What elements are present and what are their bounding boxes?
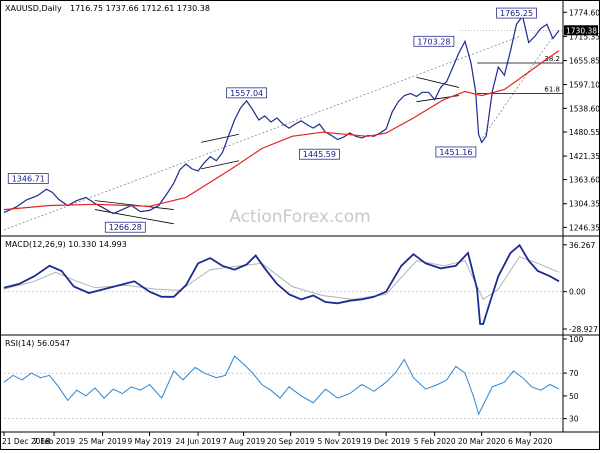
- watermark: ActionForex.com: [229, 207, 370, 227]
- y-tick-label: 50: [569, 392, 579, 401]
- x-tick-label: 19 Dec 2019: [362, 437, 410, 446]
- macd-panel[interactable]: MACD(12,26,9) 10.330 14.993 36.267 0.00 -28…: [3, 240, 598, 334]
- x-tick-label: 6 May 2020: [508, 437, 552, 446]
- y-tick-label: 1715.35: [569, 32, 600, 41]
- price-annotation-box: [496, 7, 537, 19]
- y-tick-label: 1246.35: [569, 223, 600, 232]
- y-tick-label: -28.927: [569, 325, 598, 334]
- y-tick-label: 70: [569, 369, 579, 378]
- price-annotation-box: [104, 221, 146, 233]
- y-tick-label: 1538.60: [569, 104, 600, 113]
- price-annotation-label: 1451.16: [439, 148, 472, 157]
- price-annotation-box: [435, 146, 477, 158]
- y-tick-label: 1304.35: [569, 200, 600, 209]
- channel-line: [201, 160, 240, 170]
- y-tick-label: 1363.60: [569, 176, 600, 185]
- x-tick-label: 21 Dec 2018: [2, 437, 50, 446]
- macd-signal-series: [3, 256, 560, 301]
- x-tick-label: 7 Aug 2019: [222, 437, 265, 446]
- x-tick-label: 5 Feb 2020: [414, 437, 456, 446]
- channel-line: [94, 200, 174, 210]
- y-tick-label: 0.00: [569, 288, 586, 297]
- y-tick-label: 1655.85: [569, 57, 600, 66]
- sma-series: [3, 50, 560, 211]
- macd-title: MACD(12,26,9) 10.330 14.993: [5, 240, 127, 249]
- y-tick-label: 1421.35: [569, 152, 600, 161]
- price-panel[interactable]: ActionForex.com XAUUSD,Daily 1716.75 1737.…: [3, 4, 600, 233]
- fib-level-label: 61.8: [544, 86, 560, 94]
- price-series: [3, 14, 560, 215]
- price-annotation-box: [299, 148, 340, 160]
- channel-line: [94, 209, 174, 225]
- y-tick-label: 1597.10: [569, 81, 600, 90]
- trendline-dashed: [479, 36, 554, 142]
- price-annotation-box: [413, 35, 455, 47]
- trendline-dashed: [3, 36, 520, 231]
- last-price-marker: [564, 25, 598, 36]
- price-annotation-label: 1765.25: [500, 9, 533, 18]
- x-tick-label: 5 Nov 2019: [317, 437, 360, 446]
- ohlc-readout: 1716.75 1737.66 1712.61 1730.38: [70, 4, 210, 13]
- price-annotation-box: [226, 87, 268, 99]
- fib-level-label: 38.2: [544, 55, 560, 63]
- rsi-title: RSI(14) 56.0547: [5, 339, 70, 348]
- x-tick-label: 20 Mar 2020: [458, 437, 506, 446]
- price-annotation-label: 1703.28: [417, 37, 450, 46]
- channel-line: [416, 76, 460, 88]
- x-tick-label: 24 Jun 2019: [176, 437, 221, 446]
- price-annotation-box: [7, 173, 49, 184]
- rsi-panel[interactable]: RSI(14) 56.0547 100 70 50 30: [3, 335, 584, 424]
- price-annotation-label: 1557.04: [230, 89, 263, 98]
- x-tick-label: 25 Mar 2019: [79, 437, 127, 446]
- y-tick-label: 1774.60: [569, 8, 600, 17]
- price-annotation-label: 1266.28: [109, 223, 142, 232]
- x-tick-label: 20 Sep 2019: [267, 437, 315, 446]
- y-tick-label: 30: [569, 415, 579, 424]
- chart-title: XAUUSD,Daily: [5, 4, 62, 13]
- macd-series: [3, 243, 560, 325]
- x-tick-label: 7 Feb 2019: [33, 437, 75, 446]
- rsi-series: [3, 355, 560, 416]
- last-price-label: 1730.38: [566, 26, 597, 35]
- x-tick-label: 9 May 2019: [128, 437, 172, 446]
- y-tick-label: 36.267: [569, 241, 595, 250]
- y-tick-label: 1480.55: [569, 128, 600, 137]
- y-tick-label: 100: [569, 335, 584, 344]
- channel-line: [201, 133, 240, 143]
- price-annotation-label: 1346.71: [12, 174, 45, 183]
- price-annotation-label: 1445.59: [303, 150, 336, 159]
